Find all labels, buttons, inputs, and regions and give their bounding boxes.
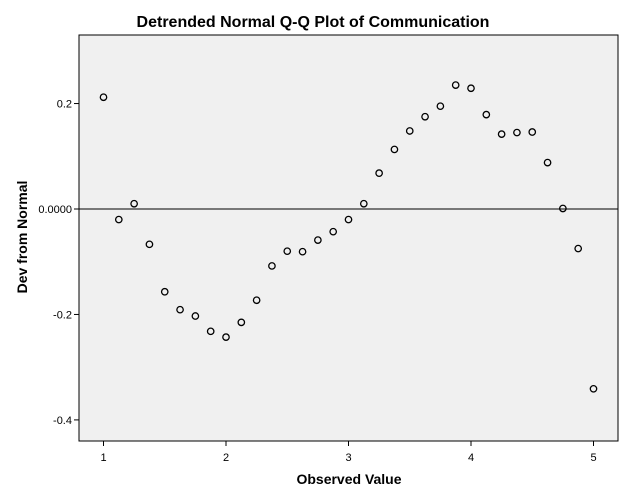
data-point [497, 130, 506, 138]
data-point [589, 384, 598, 393]
data-point [99, 93, 108, 102]
data-point [252, 296, 261, 305]
data-point [329, 227, 338, 236]
data-point [268, 262, 276, 270]
x-axis-label: Observed Value [296, 471, 401, 487]
chart-title: Detrended Normal Q-Q Plot of Communicati… [137, 14, 490, 31]
y-axis: 0.2 0.0000 -0.2 -0.4 [38, 99, 79, 427]
x-axis: 1 2 3 4 5 [100, 441, 597, 464]
y-axis-label: Dev from Normal [14, 181, 30, 294]
y-tick-label: 0.0000 [38, 204, 72, 216]
data-point [314, 236, 322, 244]
data-point [191, 312, 200, 320]
x-tick-label: 4 [468, 452, 474, 464]
x-tick-label: 5 [590, 452, 596, 464]
data-point [344, 215, 353, 224]
data-point [237, 318, 246, 327]
y-tick-label: -0.4 [53, 415, 72, 427]
x-tick-label: 2 [223, 452, 229, 464]
y-tick-label: 0.2 [57, 99, 72, 111]
data-point [436, 102, 445, 111]
data-point [513, 128, 521, 137]
data-point [206, 327, 215, 336]
data-point [130, 199, 138, 208]
plot-area [78, 34, 619, 442]
data-point [375, 169, 383, 177]
data-point [451, 81, 460, 89]
data-point [359, 199, 368, 208]
data-point [176, 305, 184, 314]
data-point [528, 128, 537, 136]
data-point [574, 244, 583, 253]
data-point [482, 110, 491, 119]
x-tick-label: 1 [100, 452, 106, 464]
data-point [298, 247, 307, 256]
data-point [559, 204, 567, 213]
data-point [421, 112, 429, 121]
x-tick-label: 3 [345, 452, 351, 464]
data-point [283, 247, 292, 256]
data-point [390, 145, 399, 154]
data-point [543, 158, 552, 167]
data-points [99, 81, 598, 393]
data-point [405, 127, 414, 135]
data-point [145, 240, 154, 249]
data-point [467, 84, 475, 93]
y-tick-label: -0.2 [53, 309, 72, 321]
data-point [160, 287, 169, 296]
data-point [114, 215, 123, 224]
data-point [222, 333, 230, 341]
